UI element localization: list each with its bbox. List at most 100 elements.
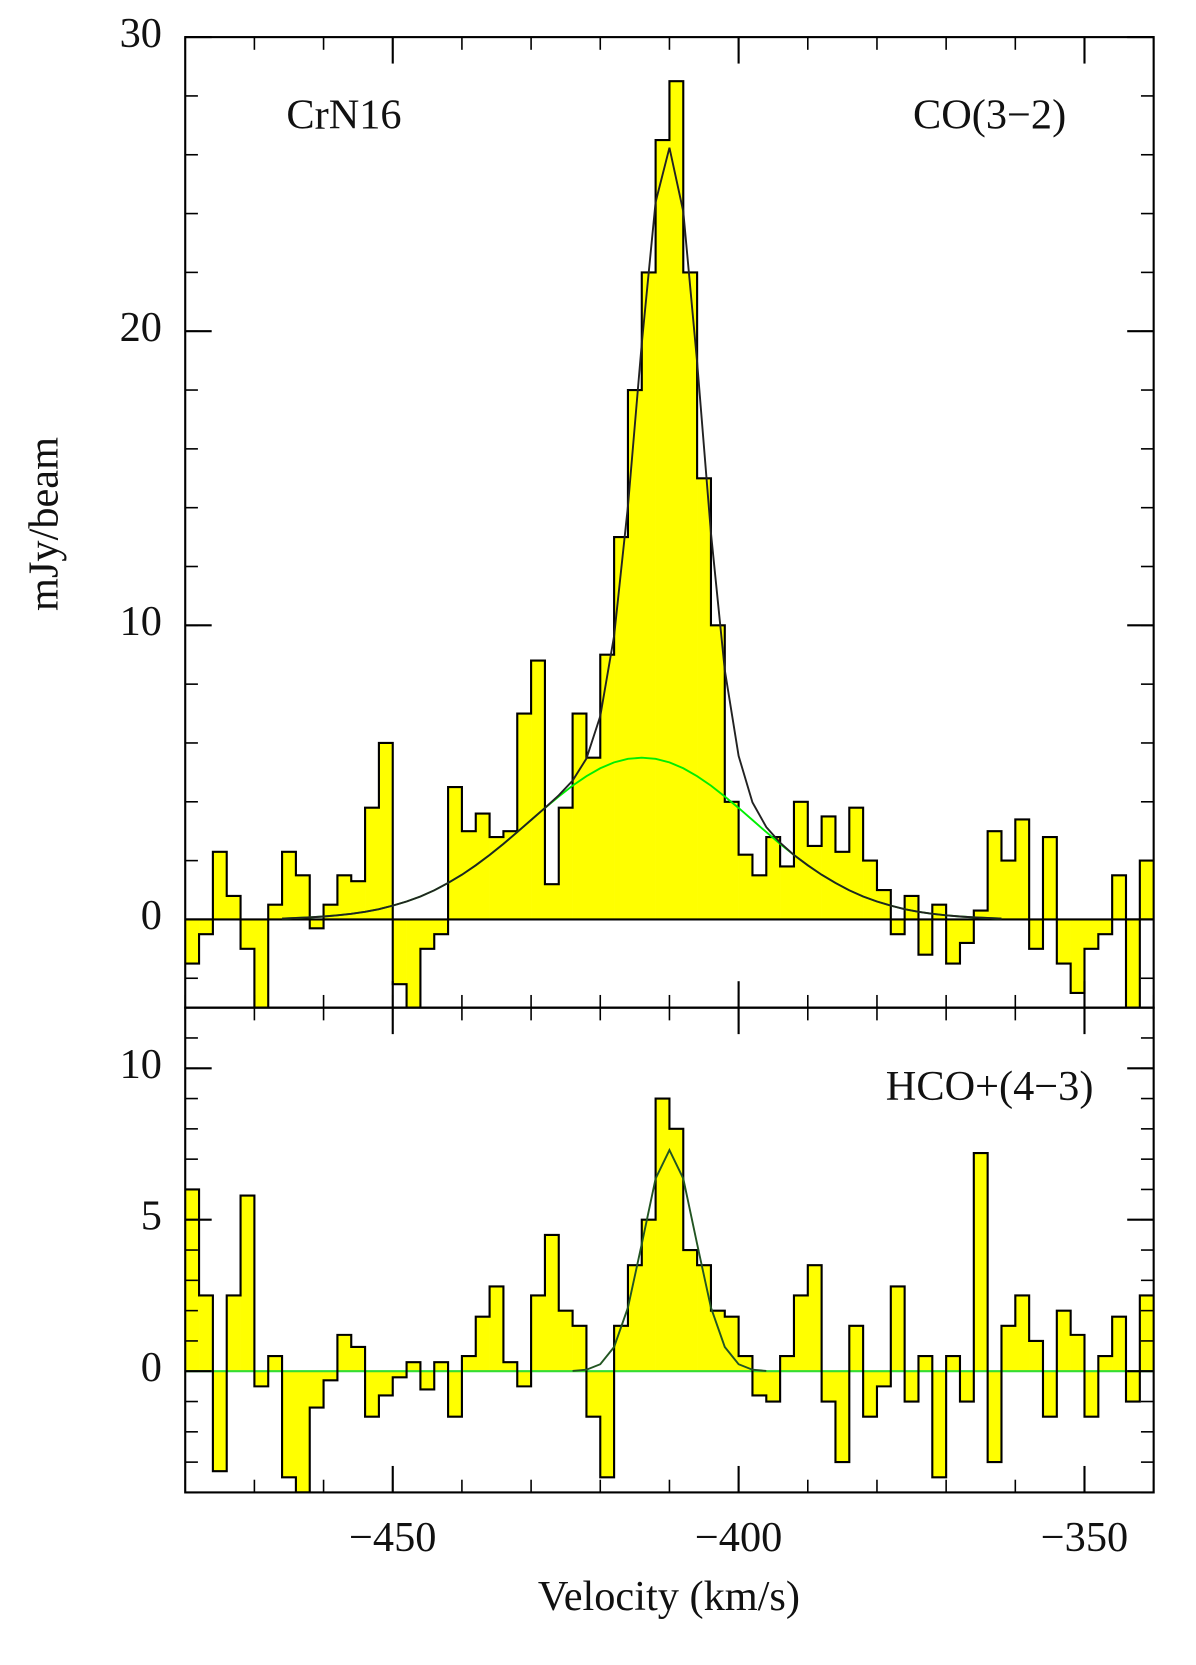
channel-bar [766,837,781,920]
channel-bar [1125,1371,1141,1402]
channel-bar [655,1098,670,1372]
annotation: HCO+(4−3) [886,1063,1094,1110]
channel-bar [531,1295,546,1372]
channel-bar [1084,1371,1099,1417]
channel-bar [793,1295,809,1372]
channel-bar [392,919,407,985]
channel-bar [199,1295,214,1372]
channel-bar [282,1371,297,1478]
channel-bar [683,1250,698,1372]
y-tick-label: 10 [120,598,162,645]
channel-bar [406,919,421,1008]
channel-bar [600,1371,615,1478]
channel-bar [282,851,297,920]
spectrum-outline [185,80,1154,1008]
channel-bar [1098,1356,1113,1372]
channel-bar [641,1219,656,1372]
y-tick-label: 0 [141,1344,162,1391]
plot-area [185,80,1154,1008]
channel-bar [918,1356,933,1372]
channel-bar [586,757,601,920]
channel-bar [337,875,352,920]
channel-bar [461,1356,477,1372]
channel-bar [890,1286,905,1372]
channel-bar [475,1316,490,1372]
channel-bar [1139,1295,1154,1372]
channel-bar [503,831,518,920]
y-tick-label: 10 [120,1041,162,1088]
channel-bar [766,1371,781,1402]
y-axis-label: mJy/beam [20,437,67,611]
channel-bar [669,1128,684,1372]
channel-bar [448,787,463,920]
channel-bar [780,866,795,920]
channel-bar [1015,819,1030,920]
channel-bar [337,1334,352,1372]
channel-bar [406,1362,421,1372]
channel-bar [503,1362,518,1372]
channel-bar [226,895,241,920]
channel-bar [226,1295,241,1372]
channel-bar [669,81,684,920]
channel-bar [780,1356,795,1372]
channel-bar [434,919,449,935]
channel-bar [973,1153,988,1372]
channel-bar [1084,919,1099,949]
plot-area [185,1097,1154,1493]
channel-bar [959,1371,975,1402]
channel-bar [309,919,324,929]
channel-bar [1070,919,1085,993]
channel-bar [268,904,283,920]
channel-bar [946,1356,961,1372]
channel-bar [904,895,919,920]
channel-bar [932,1371,947,1478]
channel-bar [544,884,560,920]
channel-bar [1112,875,1127,920]
channel-bar [378,742,394,920]
channel-bar [461,831,477,920]
channel-bar [558,1310,573,1372]
channel-bar [1112,1316,1127,1372]
channel-bar [212,851,228,920]
channel-bar [572,713,587,920]
channel-bar [323,1371,338,1381]
channel-bar [614,1325,629,1372]
channel-bar [683,272,698,920]
channel-bar [531,660,546,920]
channel-bar [946,919,961,964]
channel-bar [710,1310,726,1372]
channel-bar [1029,1340,1044,1372]
channel-bar [724,1316,739,1372]
channel-bar [1070,1334,1085,1372]
channel-bar [863,1371,878,1417]
channel-bar [1001,860,1016,920]
channel-bar [392,1371,407,1378]
fit-curve [572,1147,767,1372]
channel-bar [295,1371,311,1493]
channel-bar [351,881,366,920]
channel-bar [517,713,532,920]
channel-bar [434,1362,449,1372]
channel-bar [378,1371,394,1396]
x-axis-label: Velocity (km/s) [538,1573,800,1620]
annotation: CrN16 [286,91,401,138]
x-tick-label: −450 [349,1514,436,1561]
channel-bar [738,854,753,920]
channel-bar [959,919,975,943]
channel-bar [1029,919,1044,949]
channel-bar [586,1371,601,1417]
channel-bar [987,1371,1002,1463]
channel-bar [558,807,573,920]
channel-bar [517,1371,532,1387]
channel-bar [876,890,892,920]
y-tick-label: 5 [141,1192,162,1239]
x-tick-label: −350 [1041,1514,1128,1561]
channel-bar [863,860,878,920]
channel-bar [987,831,1002,920]
channel-bar [1139,860,1154,920]
x-tick-label: −400 [695,1514,782,1561]
channel-bar [724,801,739,920]
channel-bar [697,1265,712,1372]
channel-bar [420,919,435,949]
channel-bar [890,919,905,935]
